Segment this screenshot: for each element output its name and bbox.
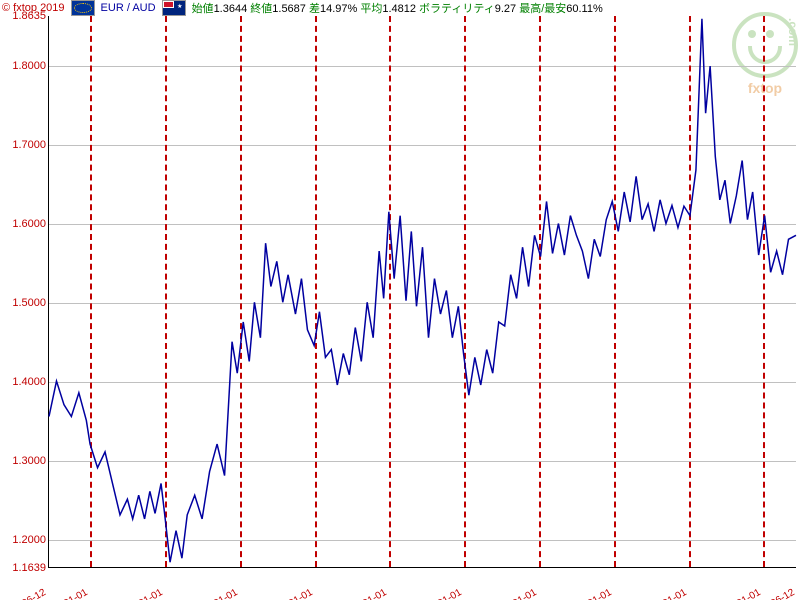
stat-label: 終値: [250, 3, 272, 15]
stat-value: 1.3644: [214, 3, 251, 15]
stat-value: 1.5687: [272, 3, 309, 15]
y-tick-label: 1.3000: [0, 455, 46, 467]
x-tick-label: 2017-01-01: [414, 587, 464, 600]
x-tick-label: 2014-01-01: [190, 587, 240, 600]
stat-value: 14.97%: [320, 3, 360, 15]
y-range-label: 1.8635: [0, 10, 46, 22]
y-tick-label: 1.8000: [0, 60, 46, 72]
stat-label: 差: [309, 3, 320, 15]
x-tick-label: 2012-01-01: [40, 587, 90, 600]
currency-pair: EUR / AUD: [101, 2, 156, 14]
y-tick-label: 1.2000: [0, 534, 46, 546]
chart-plot-area: [48, 16, 796, 568]
stat-label: 最高/最安: [519, 3, 566, 15]
stat-label: 平均: [360, 3, 382, 15]
x-range-label: 2011-06-12: [0, 587, 48, 600]
eur-flag-icon: [71, 0, 95, 16]
price-line: [49, 16, 796, 567]
x-tick-label: 2013-01-01: [115, 587, 165, 600]
y-tick-label: 1.5000: [0, 297, 46, 309]
x-tick-label: 2020-01-01: [638, 587, 688, 600]
aud-flag-icon: [162, 0, 186, 16]
stats-row: 始値1.3644 終値1.5687 差14.97% 平均1.4812 ボラティリ…: [192, 0, 603, 16]
chart-header: © fxtop 2019 EUR / AUD 始値1.3644 終値1.5687…: [0, 0, 800, 16]
x-tick-label: 2021-01-01: [713, 587, 763, 600]
stat-value: 9.27: [495, 3, 519, 15]
y-range-label: 1.1639: [0, 562, 46, 574]
y-tick-label: 1.6000: [0, 218, 46, 230]
stat-label: 始値: [192, 3, 214, 15]
x-tick-label: 2019-01-01: [564, 587, 614, 600]
stat-value: 60.11%: [566, 3, 603, 15]
y-tick-label: 1.4000: [0, 376, 46, 388]
y-tick-label: 1.7000: [0, 139, 46, 151]
x-tick-label: 2015-01-01: [264, 587, 314, 600]
x-tick-label: 2016-01-01: [339, 587, 389, 600]
stat-label: ボラティリティ: [419, 3, 495, 15]
stat-value: 1.4812: [382, 3, 419, 15]
x-tick-label: 2018-01-01: [489, 587, 539, 600]
